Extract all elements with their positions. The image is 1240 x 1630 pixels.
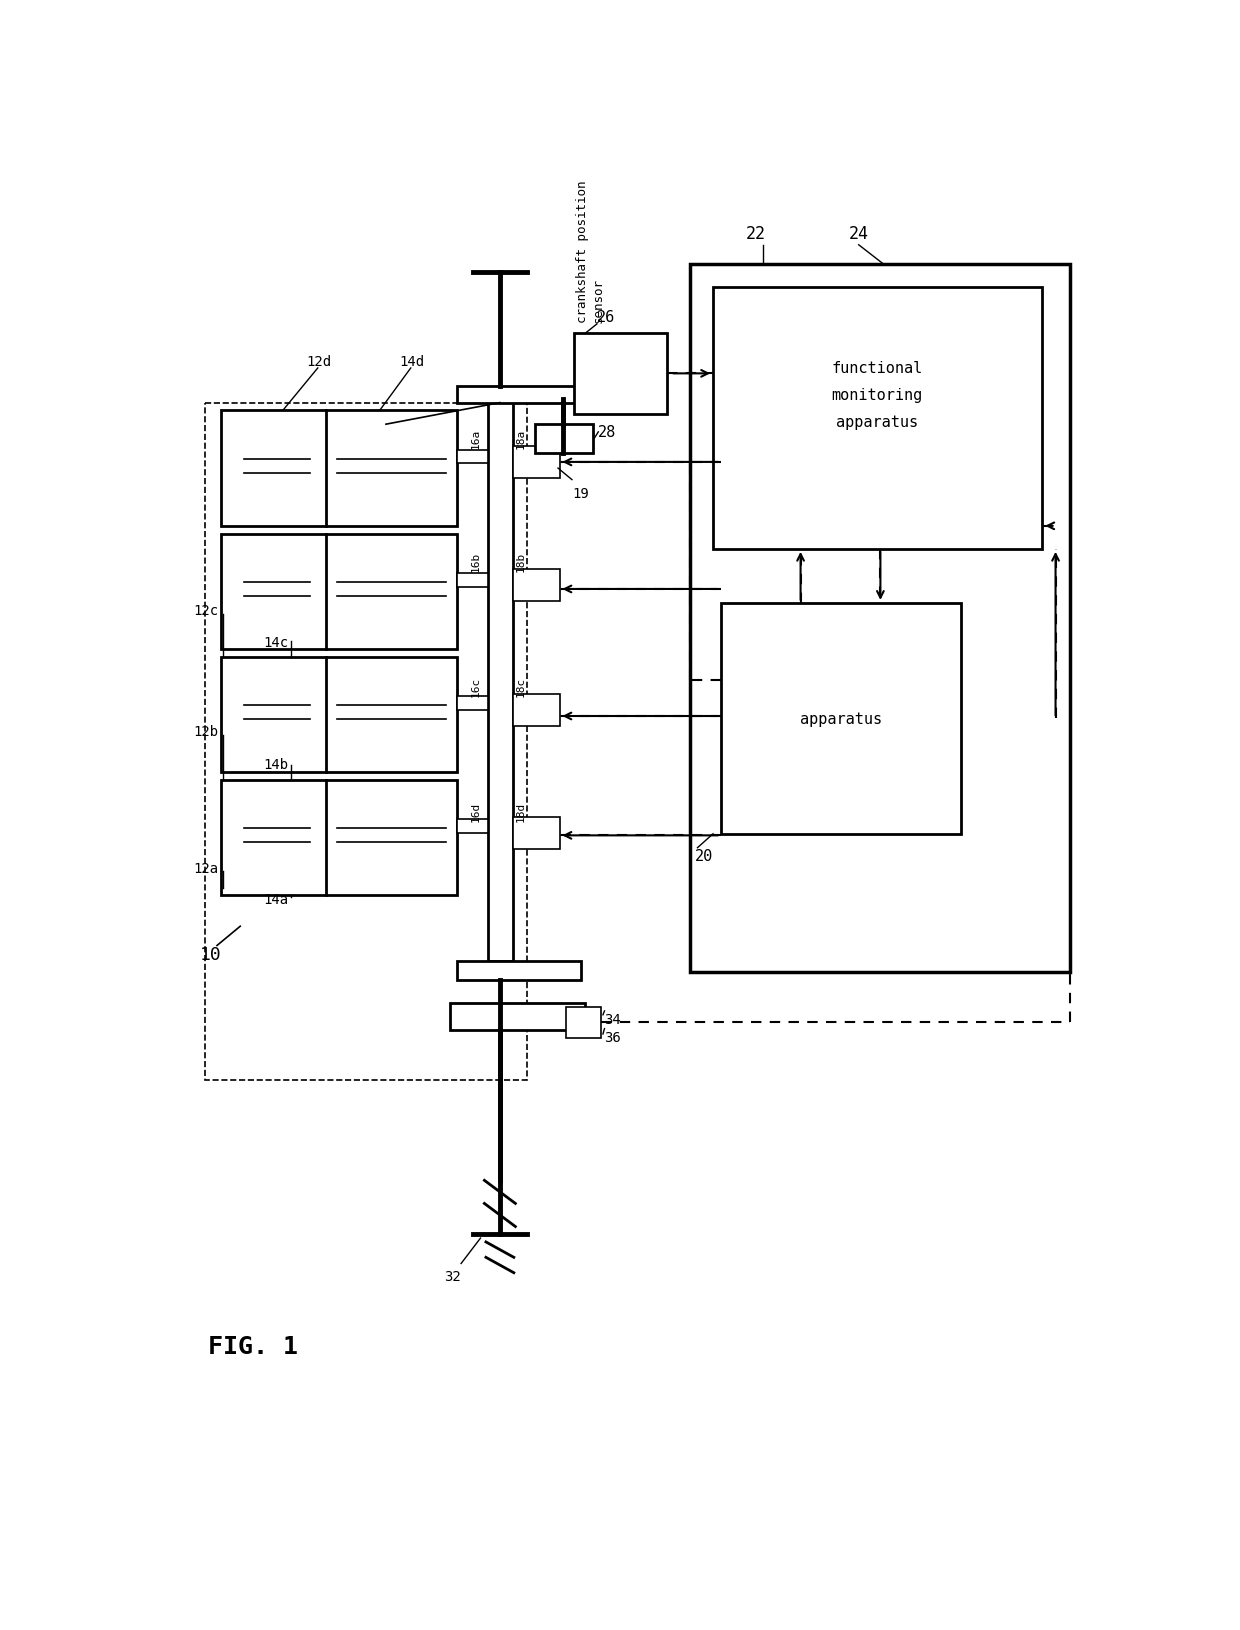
Bar <box>458 962 582 981</box>
Text: FIG. 1: FIG. 1 <box>207 1335 298 1358</box>
Bar <box>458 696 489 711</box>
Text: 32: 32 <box>444 1270 461 1283</box>
Bar <box>513 817 559 849</box>
Text: 28: 28 <box>598 425 616 440</box>
Bar <box>221 657 458 773</box>
Bar <box>489 399 513 962</box>
Text: 18d: 18d <box>516 802 526 822</box>
Bar <box>458 574 489 587</box>
Text: 12b: 12b <box>193 725 219 738</box>
Text: 14b: 14b <box>263 758 289 771</box>
Text: 14a: 14a <box>263 892 289 906</box>
Bar <box>458 386 582 403</box>
Text: 16c: 16c <box>470 676 481 696</box>
Text: 12a: 12a <box>193 861 219 875</box>
Text: 18c: 18c <box>516 676 526 696</box>
Bar <box>513 447 559 479</box>
Bar <box>221 411 458 526</box>
Text: 14d: 14d <box>399 355 424 368</box>
Text: functional
monitoring
apparatus: functional monitoring apparatus <box>832 362 923 430</box>
Bar <box>458 820 489 833</box>
Bar <box>573 334 667 416</box>
Text: 16d: 16d <box>470 802 481 822</box>
Bar <box>458 450 489 465</box>
Bar <box>689 264 1069 973</box>
Bar <box>513 569 559 601</box>
Bar <box>221 535 458 650</box>
Text: 12c: 12c <box>193 603 219 618</box>
Bar <box>720 603 961 835</box>
Text: 10: 10 <box>200 945 222 963</box>
Bar <box>534 425 593 453</box>
Text: apparatus: apparatus <box>800 711 882 727</box>
Text: 16a: 16a <box>470 429 481 448</box>
Text: 36: 36 <box>605 1030 621 1045</box>
Text: 16b: 16b <box>470 551 481 572</box>
Text: 22: 22 <box>745 225 765 243</box>
Text: 26: 26 <box>596 310 615 324</box>
Text: 18a: 18a <box>516 429 526 448</box>
Bar <box>449 1004 585 1030</box>
Text: 34: 34 <box>605 1012 621 1027</box>
Text: 12d: 12d <box>306 355 331 368</box>
Text: crankshaft position: crankshaft position <box>577 181 589 323</box>
Bar <box>513 694 559 727</box>
Text: sensor: sensor <box>591 277 605 323</box>
Text: 19: 19 <box>572 486 589 500</box>
Text: 24: 24 <box>848 225 869 243</box>
Text: 14c: 14c <box>263 636 289 650</box>
Text: 18b: 18b <box>516 551 526 572</box>
Text: 20: 20 <box>696 848 713 864</box>
Bar <box>221 781 458 897</box>
Bar <box>713 289 1043 549</box>
Bar <box>565 1007 600 1038</box>
Bar <box>206 403 527 1081</box>
